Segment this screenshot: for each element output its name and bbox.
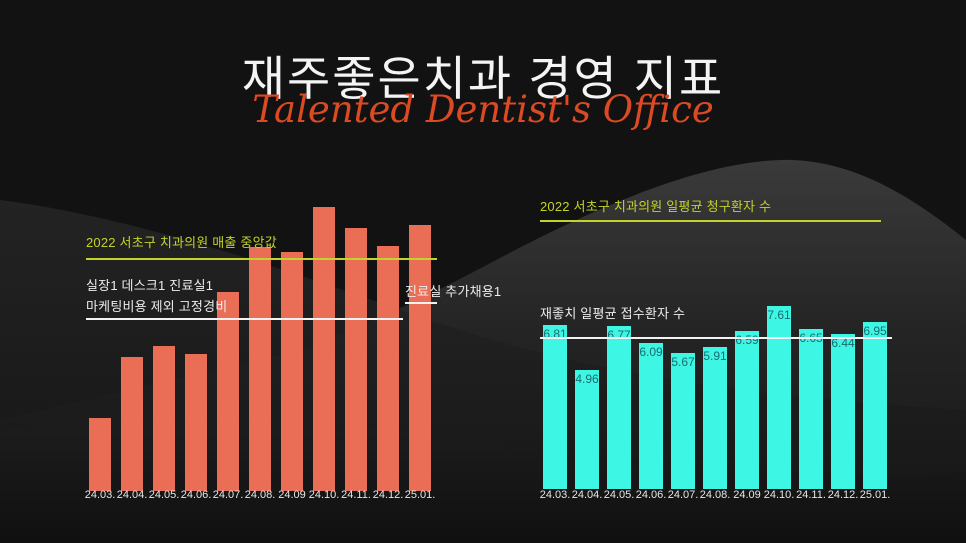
revenue-tick-0: 24.03. (84, 489, 116, 501)
revenue-bars (89, 207, 431, 491)
revenue-tick-10: 25.01. (404, 489, 436, 501)
patients-bar-2: 6.77 (607, 326, 631, 489)
patients-bar-8: 6.65 (799, 329, 823, 489)
background-wave-bottom (0, 419, 966, 543)
revenue-staff-note-1: 실장1 데스크1 진료실1 (86, 278, 214, 293)
patients-tick-7: 24.10. (763, 489, 795, 501)
patients-bar-value-1: 4.96 (575, 372, 599, 386)
patients-bar-4: 5.67 (671, 353, 695, 489)
patients-tick-4: 24.07. (667, 489, 699, 501)
patients-bars: 6.81 4.96 6.77 6.09 5.67 5.91 6.59 7.61 6.65 6.44… (543, 305, 887, 489)
revenue-chart-title: 2022 서초구 치과의원 매출 중앙값 (86, 235, 277, 250)
patients-tick-9: 24.12. (827, 489, 859, 501)
patients-bar-10: 6.95 (863, 322, 887, 489)
revenue-median-line (86, 258, 437, 260)
patients-bar-value-3: 6.09 (639, 345, 663, 359)
revenue-tick-3: 24.06. (180, 489, 212, 501)
revenue-tick-8: 24.11. (341, 489, 371, 501)
patients-bar-value-10: 6.95 (863, 324, 887, 338)
patients-x-axis: 24.03. 24.04. 24.05. 24.06. 24.07. 24.08. 24.0… (539, 489, 891, 501)
patients-bar-3: 6.09 (639, 343, 663, 489)
patients-bar-value-5: 5.91 (703, 349, 727, 363)
revenue-bar-6 (281, 252, 303, 491)
patients-tick-8: 24.11. (796, 489, 826, 501)
revenue-tick-5: 24.08. (244, 489, 276, 501)
patients-tick-6: 24.09 (733, 489, 761, 501)
revenue-fixedcost-line (86, 318, 403, 320)
revenue-bar-7 (313, 207, 335, 491)
revenue-tick-2: 24.05. (148, 489, 180, 501)
patients-average-line (540, 337, 892, 339)
patients-tick-5: 24.08. (699, 489, 731, 501)
patients-bar-5: 5.91 (703, 347, 727, 489)
patients-claim-line (540, 220, 881, 222)
revenue-x-axis: 24.03. 24.04. 24.05. 24.06. 24.07. 24.08. 24.0… (84, 489, 436, 501)
revenue-bar-8 (345, 228, 367, 491)
patients-bar-value-7: 7.61 (767, 308, 791, 322)
patients-bar-value-6: 6.59 (735, 333, 759, 347)
revenue-bar-0 (89, 418, 111, 491)
patients-bar-6: 6.59 (735, 331, 759, 489)
revenue-staff-note-2: 마케팅비용 제외 고정경비 (86, 299, 228, 314)
revenue-tick-6: 24.09 (278, 489, 306, 501)
patients-tick-3: 24.06. (635, 489, 667, 501)
revenue-bar-2 (153, 346, 175, 491)
patients-tick-1: 24.04. (571, 489, 603, 501)
revenue-tick-7: 24.10. (308, 489, 340, 501)
page-title: 재주좋은치과 경영 지표 (241, 52, 725, 105)
revenue-bar-1 (121, 357, 143, 491)
patients-bar-value-2: 6.77 (607, 328, 631, 342)
patients-bar-value-4: 5.67 (671, 355, 695, 369)
patients-bar-1: 4.96 (575, 370, 599, 489)
patients-tick-10: 25.01. (859, 489, 891, 501)
patients-bar-9: 6.44 (831, 334, 855, 489)
patients-tick-0: 24.03. (539, 489, 571, 501)
revenue-tick-1: 24.04. (116, 489, 148, 501)
patients-bar-7: 7.61 (767, 306, 791, 489)
patients-tick-2: 24.05. (603, 489, 635, 501)
revenue-bar-9 (377, 246, 399, 491)
revenue-hire-note: 진료실 추가채용1 (405, 284, 502, 299)
revenue-bar-5 (249, 247, 271, 491)
patients-series-label: 재좋치 일평균 접수환자 수 (540, 306, 686, 321)
revenue-tick-9: 24.12. (372, 489, 404, 501)
revenue-bar-3 (185, 354, 207, 491)
patients-chart-title: 2022 서초구 치과의원 일평균 청구환자 수 (540, 199, 772, 214)
patients-bar-0: 6.81 (543, 325, 567, 489)
revenue-bar-4 (217, 292, 239, 491)
revenue-hire-note-line (405, 302, 437, 304)
revenue-tick-4: 24.07. (212, 489, 244, 501)
patients-bar-value-9: 6.44 (831, 336, 855, 350)
revenue-bar-10 (409, 225, 431, 491)
script-subtitle: Talented Dentist's Office (252, 88, 714, 131)
